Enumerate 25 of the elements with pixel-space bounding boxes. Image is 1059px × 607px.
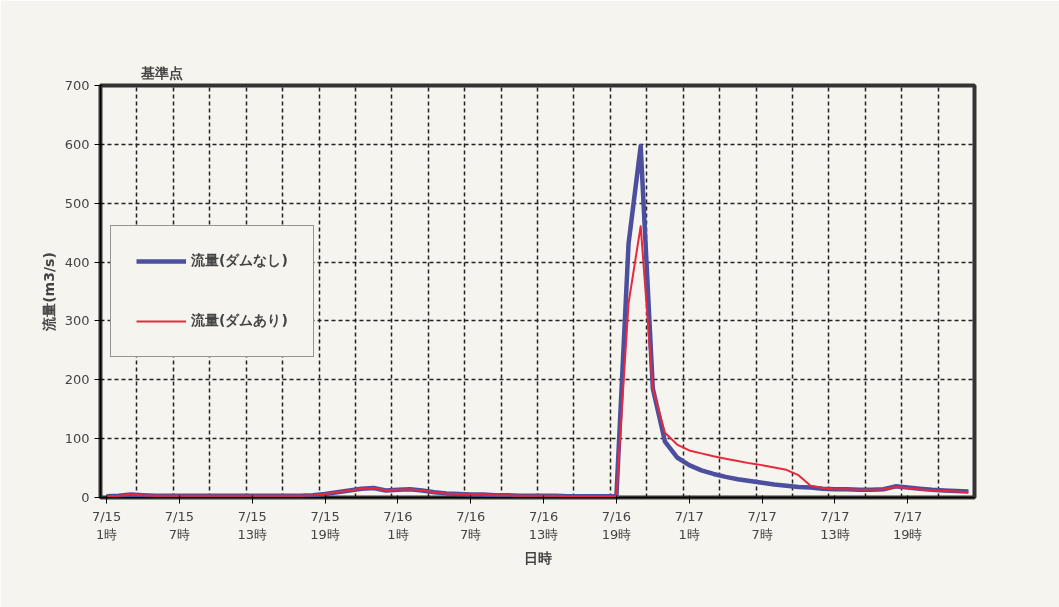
y-tick-label: 200 bbox=[64, 372, 90, 388]
x-tick-label: 7/17 7時 bbox=[747, 508, 777, 542]
legend-label: 流量(ダムあり) bbox=[191, 312, 288, 330]
x-tick-label: 7/15 19時 bbox=[310, 508, 340, 542]
x-tick-label: 7/16 19時 bbox=[601, 508, 632, 542]
x-tick-label: 7/15 13時 bbox=[237, 508, 268, 542]
y-tick-label: 700 bbox=[64, 78, 90, 93]
y-tick-label: 600 bbox=[64, 136, 90, 152]
y-tick-label: 500 bbox=[64, 195, 90, 211]
x-tick-label: 7/17 1時 bbox=[674, 508, 704, 542]
x-tick-label: 7/15 7時 bbox=[164, 508, 195, 542]
y-tick-label: 400 bbox=[64, 254, 90, 270]
y-tick-label: 100 bbox=[64, 431, 90, 447]
x-tick-label: 7/16 7時 bbox=[456, 508, 486, 542]
y-axis-title: 流量(m3/s) bbox=[40, 252, 57, 332]
x-tick-label: 7/16 1時 bbox=[383, 508, 413, 542]
chart-title: 基準点 bbox=[139, 64, 183, 81]
legend-label: 流量(ダムなし) bbox=[191, 252, 288, 270]
x-tick-label: 7/17 19時 bbox=[892, 508, 923, 542]
y-tick-label: 0 bbox=[81, 490, 90, 505]
x-tick-label: 7/17 13時 bbox=[820, 508, 850, 542]
y-tick-label: 300 bbox=[64, 313, 90, 329]
x-tick-label: 7/15 1時 bbox=[91, 508, 122, 542]
x-tick-label: 7/16 13時 bbox=[528, 508, 559, 542]
x-axis-title: 日時 bbox=[523, 549, 552, 566]
